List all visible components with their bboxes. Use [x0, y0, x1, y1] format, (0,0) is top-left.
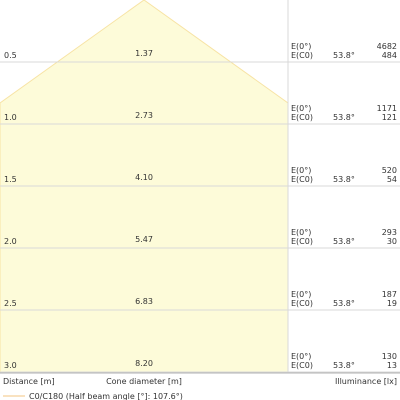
e0-label: E(0°) — [291, 290, 311, 299]
x-label-distance: Distance [m] — [3, 377, 55, 386]
distance-label: 2.5 — [4, 299, 17, 308]
e0-label: E(0°) — [291, 352, 311, 361]
ec0-value: 19 — [387, 299, 397, 308]
e0-value: 4682 — [377, 42, 397, 51]
ec0-value: 121 — [382, 113, 397, 122]
distance-label: 0.5 — [4, 51, 17, 60]
cone-diameter-label: 5.47 — [135, 235, 153, 244]
ec0-label: E(C0) — [291, 299, 313, 308]
x-label-illuminance: Illuminance [lx] — [335, 377, 397, 386]
ec0-label: E(C0) — [291, 175, 313, 184]
x-label-cone-diameter: Cone diameter [m] — [106, 377, 182, 386]
angle-label: 53.8° — [333, 51, 355, 60]
e0-value: 1171 — [377, 104, 397, 113]
ec0-value: 484 — [382, 51, 397, 60]
e0-value: 520 — [382, 166, 397, 175]
distance-label: 1.0 — [4, 113, 17, 122]
e0-label: E(0°) — [291, 228, 311, 237]
ec0-value: 30 — [387, 237, 397, 246]
cone-diameter-label: 2.73 — [135, 111, 153, 120]
legend-label: C0/C180 (Half beam angle [°]: 107.6°) — [29, 392, 183, 400]
ec0-value: 13 — [387, 361, 397, 370]
ec0-label: E(C0) — [291, 237, 313, 246]
cone-diameter-label: 1.37 — [135, 49, 153, 58]
distance-label: 1.5 — [4, 175, 17, 184]
e0-value: 293 — [382, 228, 397, 237]
angle-label: 53.8° — [333, 299, 355, 308]
angle-label: 53.8° — [333, 113, 355, 122]
angle-label: 53.8° — [333, 361, 355, 370]
angle-label: 53.8° — [333, 237, 355, 246]
ec0-label: E(C0) — [291, 51, 313, 60]
ec0-label: E(C0) — [291, 361, 313, 370]
distance-label: 2.0 — [4, 237, 17, 246]
cone-diameter-label: 8.20 — [135, 359, 153, 368]
ec0-value: 54 — [387, 175, 397, 184]
gridlines-layer — [0, 0, 400, 374]
cone-diameter-label: 6.83 — [135, 297, 153, 306]
e0-value: 130 — [382, 352, 397, 361]
ec0-label: E(C0) — [291, 113, 313, 122]
cone-diameter-label: 4.10 — [135, 173, 153, 182]
e0-label: E(0°) — [291, 166, 311, 175]
distance-label: 3.0 — [4, 361, 17, 370]
angle-label: 53.8° — [333, 175, 355, 184]
e0-label: E(0°) — [291, 42, 311, 51]
e0-label: E(0°) — [291, 104, 311, 113]
e0-value: 187 — [382, 290, 397, 299]
